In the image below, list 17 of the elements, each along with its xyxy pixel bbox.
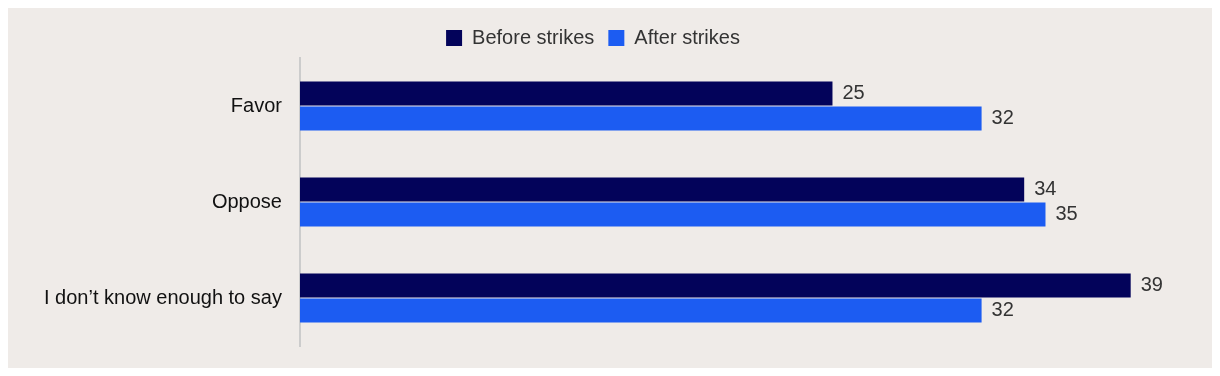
data-label: 35 — [1055, 202, 1078, 224]
y-tick-label: I don’t know enough to say — [43, 285, 282, 308]
data-label: 32 — [991, 106, 1014, 128]
bar — [299, 106, 982, 131]
bar — [299, 273, 1131, 298]
bar — [299, 177, 1025, 202]
data-label: 32 — [991, 298, 1014, 320]
bar — [299, 81, 833, 106]
data-label: 25 — [842, 81, 865, 104]
y-tick-label: Oppose — [211, 189, 282, 212]
y-tick-label: Favor — [230, 93, 283, 116]
data-label: 39 — [1140, 273, 1163, 296]
legend-label: Before strikes — [472, 25, 595, 48]
bar — [299, 298, 982, 323]
legend-label: After strikes — [634, 25, 740, 48]
bar — [299, 202, 1046, 227]
data-label: 34 — [1034, 177, 1057, 200]
